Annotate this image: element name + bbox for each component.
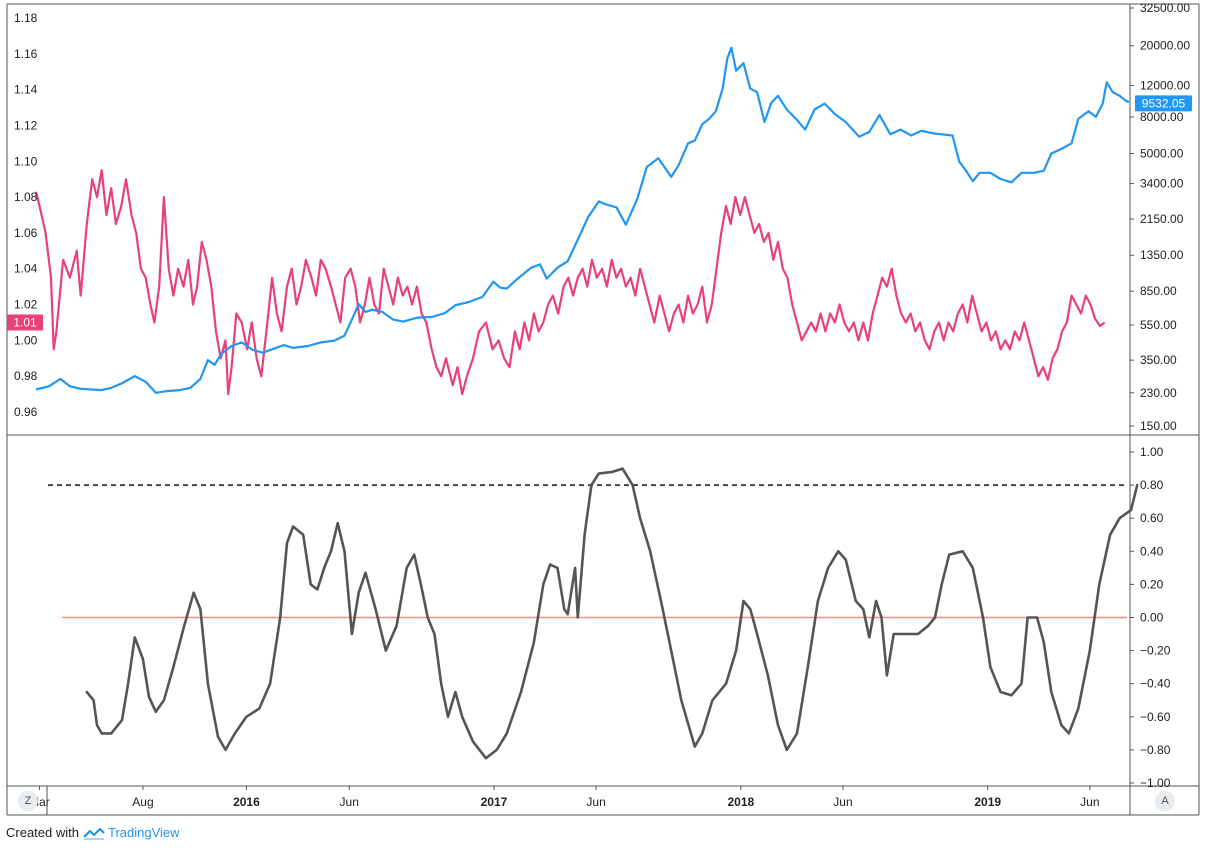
correlation-axis-tick-label: 0.40: [1140, 544, 1164, 558]
left-axis-tick-label: 1.08: [14, 190, 38, 204]
right-axis-tick-label: 850.00: [1140, 284, 1177, 298]
left-axis-tick-label: 1.06: [14, 226, 38, 240]
footer: Created with TradingView: [6, 825, 180, 840]
left-axis-tick-label: 0.96: [14, 405, 38, 419]
correlation-axis-tick-label: 0.60: [1140, 511, 1164, 525]
right-axis-tick-label: 32500.00: [1140, 1, 1190, 15]
left-axis-tick-label: 1.00: [14, 333, 38, 347]
correlation-axis-tick-label: −0.80: [1140, 743, 1171, 757]
time-zone-toggle-button[interactable]: Z: [18, 791, 38, 811]
right-axis-tick-label: 2150.00: [1140, 212, 1184, 226]
correlation-series-line[interactable]: [85, 467, 1139, 760]
time-axis-tick-label: Jun: [833, 795, 852, 809]
left-axis-tick-label: 1.18: [14, 11, 38, 25]
left-axis-tick-label: 1.02: [14, 298, 38, 312]
right-axis-tick-label: 3400.00: [1140, 176, 1184, 190]
left-axis-tick-label: 0.98: [14, 369, 38, 383]
time-axis-tick-label: 2017: [481, 795, 508, 809]
correlation-axis-tick-label: −0.60: [1140, 710, 1171, 724]
svg-text:9532.05: 9532.05: [1142, 96, 1186, 110]
right-axis-tick-label: 8000.00: [1140, 110, 1184, 124]
svg-text:1.01: 1.01: [13, 315, 37, 329]
right-axis-tick-label: 550.00: [1140, 318, 1177, 332]
time-axis-tick-label: Jun: [340, 795, 359, 809]
correlation-axis-tick-label: 1.00: [1140, 445, 1164, 459]
correlation-pane[interactable]: [48, 467, 1139, 760]
right-axis-tick-label: 230.00: [1140, 386, 1177, 400]
left-axis-tick-label: 1.14: [14, 83, 38, 97]
correlation-axis-tick-label: 0.00: [1140, 611, 1164, 625]
time-axis-tick-label: 2019: [974, 795, 1001, 809]
correlation-axis-tick-label: 0.80: [1140, 478, 1164, 492]
tradingview-logo-icon: [83, 827, 105, 840]
time-axis-tick-label: 2018: [727, 795, 754, 809]
correlation-axis-tick-label: −0.40: [1140, 677, 1171, 691]
auto-scale-toggle-button[interactable]: A: [1155, 791, 1175, 811]
correlation-axis-tick-label: 0.20: [1140, 577, 1164, 591]
tradingview-brand[interactable]: TradingView: [83, 825, 180, 840]
time-axis-tick-label: Aug: [132, 795, 153, 809]
time-axis-tick-label: Jun: [1080, 795, 1099, 809]
right-last-value-badge: 9532.05: [1135, 95, 1192, 112]
footer-created-text: Created with: [6, 825, 79, 840]
left-axis-tick-label: 1.04: [14, 262, 38, 276]
left-axis-tick-label: 1.10: [14, 154, 38, 168]
tradingview-brand-text: TradingView: [107, 825, 180, 840]
right-axis-tick-label: 12000.00: [1140, 78, 1190, 92]
left-axis-series-line[interactable]: [35, 169, 1106, 396]
correlation-axis-tick-label: −1.00: [1140, 776, 1171, 790]
pane-borders: [6, 3, 1200, 816]
right-axis-tick-label: 1350.00: [1140, 248, 1184, 262]
right-axis-series-line[interactable]: [35, 46, 1134, 394]
right-axis-tick-label: 150.00: [1140, 419, 1177, 433]
correlation-axis-tick-label: −0.20: [1140, 644, 1171, 658]
time-axis-tick-label: Jun: [586, 795, 605, 809]
price-pane[interactable]: [35, 46, 1134, 396]
left-axis-tick-label: 1.16: [14, 47, 38, 61]
right-axis-tick-label: 5000.00: [1140, 146, 1184, 160]
time-axis-tick-label: 2016: [233, 795, 260, 809]
axes: 1.18 1.16 1.14 1.12 1.10 1.08 1.06 1.04 1.02 1.00…: [7, 1, 1192, 809]
left-axis-tick-label: 1.12: [14, 118, 38, 132]
left-last-value-badge: 1.01: [7, 314, 43, 331]
right-axis-tick-label: 350.00: [1140, 353, 1177, 367]
right-axis-tick-label: 20000.00: [1140, 39, 1190, 53]
